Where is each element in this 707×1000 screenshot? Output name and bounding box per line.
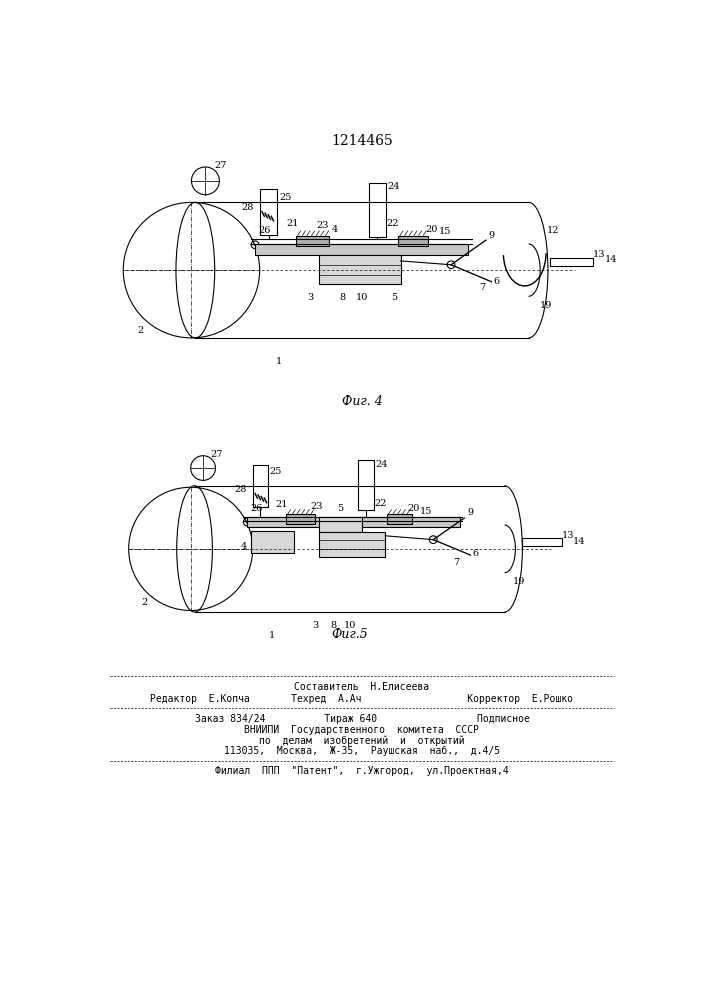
- Text: Редактор  Е.Копча       Техред  А.Ач                  Корректор  Е.Рошко: Редактор Е.Копча Техред А.Ач Корректор Е…: [151, 694, 573, 704]
- Text: 5: 5: [392, 293, 397, 302]
- Text: 6: 6: [493, 277, 499, 286]
- Bar: [247, 517, 460, 527]
- Text: 8: 8: [330, 621, 337, 630]
- Text: 13: 13: [562, 531, 574, 540]
- Text: 4: 4: [332, 225, 338, 234]
- Bar: [320, 255, 401, 284]
- Text: 20: 20: [426, 225, 438, 234]
- Text: 10: 10: [344, 621, 356, 630]
- Text: 24: 24: [375, 460, 387, 469]
- Text: Филиал  ППП  "Патент",  г.Ужгород,  ул.Проектная,4: Филиал ППП "Патент", г.Ужгород, ул.Проек…: [215, 766, 509, 776]
- Bar: [358, 460, 373, 510]
- Text: по  делам  изобретений  и  открытий: по делам изобретений и открытий: [259, 735, 464, 746]
- Bar: [251, 531, 293, 553]
- Text: Заказ 834/24          Тираж 640                 Подписное: Заказ 834/24 Тираж 640 Подписное: [194, 714, 530, 724]
- Bar: [369, 183, 386, 237]
- Text: 21: 21: [286, 219, 298, 228]
- Text: 14: 14: [605, 255, 618, 264]
- Text: Фиг.5: Фиг.5: [331, 628, 368, 641]
- Text: 113035,  Москва,  Ж-35,  Раушская  наб.,  д.4/5: 113035, Москва, Ж-35, Раушская наб., д.4…: [224, 746, 500, 756]
- Text: 22: 22: [374, 499, 387, 508]
- Text: 27: 27: [215, 161, 227, 170]
- Text: 23: 23: [316, 221, 329, 230]
- Text: 19: 19: [539, 301, 551, 310]
- Text: 9: 9: [467, 508, 474, 517]
- Bar: [550, 258, 593, 266]
- Text: 26: 26: [250, 504, 263, 513]
- Text: 6: 6: [473, 549, 479, 558]
- Bar: [522, 538, 562, 546]
- Text: 21: 21: [275, 500, 288, 509]
- Text: 28: 28: [235, 485, 247, 494]
- Bar: [286, 514, 315, 524]
- Text: 19: 19: [513, 578, 525, 586]
- Text: 4: 4: [240, 542, 247, 551]
- Text: 25: 25: [270, 467, 282, 476]
- Text: 7: 7: [453, 558, 460, 567]
- Bar: [320, 532, 385, 557]
- Text: 3: 3: [307, 293, 313, 302]
- Text: ВНИИПИ  Государственного  комитета  СССР: ВНИИПИ Государственного комитета СССР: [245, 725, 479, 735]
- Text: Составитель  Н.Елисеева: Составитель Н.Елисеева: [294, 682, 430, 692]
- Bar: [387, 514, 411, 524]
- Text: 27: 27: [211, 450, 223, 459]
- Bar: [320, 517, 362, 532]
- Text: Фиг. 4: Фиг. 4: [341, 395, 382, 408]
- Text: 14: 14: [573, 537, 585, 546]
- Text: 28: 28: [242, 203, 255, 212]
- Text: 9: 9: [489, 231, 494, 240]
- Text: 8: 8: [339, 293, 346, 302]
- Text: 5: 5: [337, 504, 344, 513]
- Text: 26: 26: [258, 226, 271, 235]
- Bar: [252, 465, 268, 507]
- Text: 13: 13: [593, 250, 605, 259]
- Bar: [255, 244, 468, 255]
- Text: 12: 12: [547, 226, 560, 235]
- Bar: [398, 235, 428, 246]
- Text: 23: 23: [311, 502, 323, 511]
- Text: 25: 25: [279, 192, 291, 202]
- Text: 15: 15: [438, 227, 451, 236]
- Text: 2: 2: [137, 326, 144, 335]
- Text: 2: 2: [141, 598, 147, 607]
- Text: 24: 24: [387, 182, 400, 191]
- Text: 10: 10: [356, 293, 368, 302]
- Text: 7: 7: [479, 283, 485, 292]
- Text: 22: 22: [386, 219, 399, 228]
- Text: 15: 15: [419, 507, 432, 516]
- Text: 20: 20: [408, 504, 420, 513]
- Bar: [296, 235, 329, 246]
- Text: 1: 1: [269, 631, 275, 640]
- Text: 1214465: 1214465: [331, 134, 393, 148]
- Text: 3: 3: [312, 621, 319, 630]
- Bar: [260, 189, 277, 235]
- Text: 1: 1: [276, 357, 282, 366]
